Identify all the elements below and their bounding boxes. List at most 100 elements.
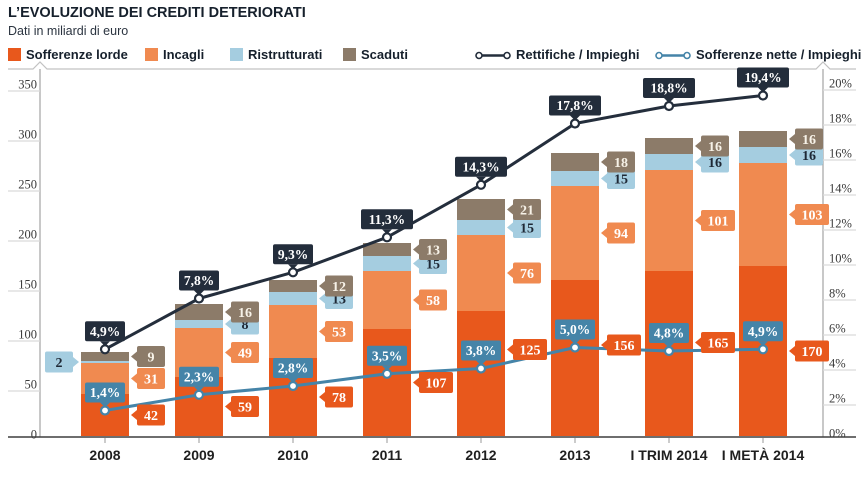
pct-badge-Sofferenze nette / Impieghi: 1,4%	[85, 382, 125, 408]
value-badge-Scaduti: 18	[601, 151, 635, 173]
sofferenze-nette-line-sample-icon	[655, 49, 691, 60]
bar-segment-Incagli	[645, 170, 693, 271]
bar-segment-Scaduti	[739, 131, 787, 147]
line-marker	[569, 118, 581, 129]
value-badge-Scaduti: 21	[507, 199, 541, 220]
svg-text:2: 2	[56, 356, 63, 371]
right-axis-tick-label: 4%	[829, 357, 846, 371]
line-marker	[757, 90, 769, 101]
bar-segment-Scaduti	[175, 304, 223, 320]
page-title: L’EVOLUZIONE DEI CREDITI DETERIORATI	[8, 5, 306, 21]
value-badge-Incagli: 31	[131, 368, 165, 389]
x-axis-label: 2013	[559, 447, 590, 463]
svg-text:4,8%: 4,8%	[654, 326, 684, 341]
line-marker	[193, 389, 205, 400]
line-marker	[287, 267, 299, 278]
legend-item-incagli: Incagli	[145, 47, 204, 62]
value-badge-Scaduti: 16	[695, 135, 729, 157]
bar-segment-Incagli	[269, 305, 317, 358]
legend-item-sofferenze-nette-line: Sofferenze nette / Impieghi	[655, 47, 861, 62]
svg-text:16: 16	[238, 306, 252, 321]
line-marker	[569, 342, 581, 353]
svg-text:16: 16	[802, 133, 816, 148]
svg-text:103: 103	[802, 208, 823, 223]
svg-text:1,4%: 1,4%	[90, 385, 120, 400]
svg-text:15: 15	[520, 221, 534, 236]
svg-text:18,8%: 18,8%	[650, 81, 687, 96]
svg-text:4,9%: 4,9%	[748, 324, 778, 339]
line-marker	[757, 344, 769, 355]
value-badge-Sofferenze lorde: 107	[413, 372, 453, 393]
svg-text:2,3%: 2,3%	[184, 369, 214, 384]
right-axis-tick-label: 10%	[829, 252, 852, 266]
svg-text:17,8%: 17,8%	[556, 98, 593, 113]
svg-text:156: 156	[614, 339, 635, 354]
value-badge-Sofferenze lorde: 170	[789, 340, 829, 362]
svg-text:11,3%: 11,3%	[369, 212, 405, 227]
svg-text:76: 76	[520, 267, 534, 282]
svg-text:31: 31	[144, 372, 158, 387]
left-axis-tick-label: 200	[18, 228, 37, 242]
pct-badge-Rettifiche / Impieghi: 19,4%	[737, 67, 789, 93]
header: L’EVOLUZIONE DEI CREDITI DETERIORATI Dat…	[8, 5, 306, 38]
bar-segment-Scaduti	[551, 153, 599, 171]
value-badge-Scaduti: 9	[131, 346, 165, 367]
line-marker	[475, 363, 487, 374]
legend-item-rettifiche-line: Rettifiche / Impieghi	[475, 47, 640, 62]
legend-label: Rettifiche / Impieghi	[516, 47, 640, 62]
left-axis-tick-label: 250	[18, 178, 37, 192]
bar-segment-Incagli	[457, 235, 505, 311]
value-badge-Incagli: 58	[413, 289, 447, 311]
incagli-swatch	[145, 48, 158, 61]
bar-segment-Incagli	[363, 271, 411, 329]
pct-badge-Sofferenze nette / Impieghi: 2,8%	[273, 358, 313, 383]
svg-text:4,9%: 4,9%	[90, 324, 120, 339]
left-axis-tick-label: 100	[18, 328, 37, 342]
bar-segment-Ristrutturati	[457, 220, 505, 235]
legend-item-ristrutturati: Ristrutturati	[230, 47, 322, 62]
x-axis-label: I METÀ 2014	[722, 447, 805, 463]
bar-segment-Sofferenze lorde	[551, 280, 599, 436]
bar-segment-Scaduti	[81, 352, 129, 361]
scaduti-swatch	[343, 48, 356, 61]
pct-badge-Rettifiche / Impieghi: 4,9%	[85, 321, 125, 347]
sofferenze-lorde-swatch	[8, 48, 21, 61]
value-badge-Sofferenze lorde: 125	[507, 339, 547, 360]
bar-segment-Ristrutturati	[269, 292, 317, 305]
line-Sofferenze nette / Impieghi	[104, 346, 764, 412]
value-badge-Incagli: 76	[507, 262, 541, 284]
value-badge-Incagli: 94	[601, 222, 635, 244]
value-badge-Ristrutturati: 2	[45, 351, 79, 373]
bar-segment-Ristrutturati	[645, 154, 693, 170]
left-axis-tick-label: 150	[18, 278, 37, 292]
svg-text:49: 49	[238, 346, 252, 361]
svg-text:9: 9	[148, 350, 155, 365]
bar-segment-Ristrutturati	[551, 171, 599, 186]
right-axis-tick-label: 16%	[829, 147, 852, 161]
right-axis-tick-label: 18%	[829, 112, 852, 126]
right-axis-tick-label: 2%	[829, 392, 846, 406]
svg-text:2,8%: 2,8%	[278, 361, 308, 376]
top-bracket-line	[8, 61, 856, 70]
left-axis-tick-label: 0	[31, 428, 37, 442]
value-badge-Ristrutturati: 15	[507, 217, 541, 238]
svg-text:15: 15	[614, 172, 628, 187]
legend-item-sofferenze-lorde: Sofferenze lorde	[8, 47, 128, 62]
svg-text:78: 78	[332, 391, 346, 406]
x-axis-label: 2011	[372, 447, 403, 463]
line-marker	[99, 405, 111, 416]
svg-text:170: 170	[802, 345, 823, 360]
pct-badge-Rettifiche / Impieghi: 11,3%	[361, 209, 413, 235]
svg-text:42: 42	[144, 409, 158, 424]
svg-text:8: 8	[242, 318, 249, 333]
value-badge-Sofferenze lorde: 78	[319, 386, 353, 408]
value-badge-Ristrutturati: 15	[601, 168, 635, 189]
pct-badge-Sofferenze nette / Impieghi: 4,9%	[743, 321, 783, 347]
svg-text:107: 107	[426, 376, 447, 391]
bar-segment-Scaduti	[645, 138, 693, 154]
value-badge-Scaduti: 16	[225, 301, 259, 323]
value-badge-Incagli: 101	[695, 210, 735, 231]
